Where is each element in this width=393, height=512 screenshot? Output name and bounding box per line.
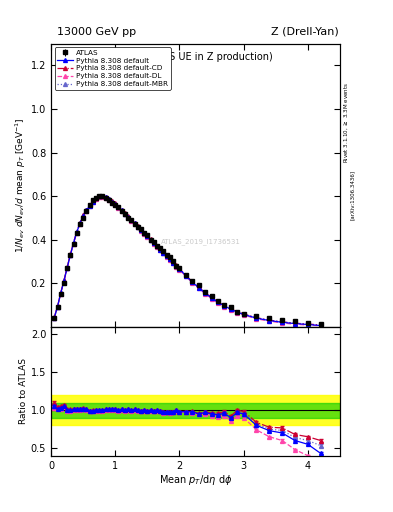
Pythia 8.308 default-CD bbox=[154, 243, 160, 249]
Line: Pythia 8.308 default-DL: Pythia 8.308 default-DL bbox=[52, 195, 323, 328]
Pythia 8.308 default-DL bbox=[52, 315, 57, 321]
Pythia 8.308 default-CD bbox=[97, 193, 101, 199]
Pythia 8.308 default-DL bbox=[318, 323, 323, 329]
Pythia 8.308 default-MBR bbox=[154, 243, 160, 249]
Text: [arXiv:1306.3436]: [arXiv:1306.3436] bbox=[350, 169, 354, 220]
Pythia 8.308 default-DL bbox=[55, 304, 60, 310]
Pythia 8.308 default-DL bbox=[119, 208, 124, 214]
Line: Pythia 8.308 default: Pythia 8.308 default bbox=[52, 194, 323, 328]
Pythia 8.308 default-CD bbox=[119, 207, 124, 213]
Line: Pythia 8.308 default-MBR: Pythia 8.308 default-MBR bbox=[52, 194, 323, 327]
Pythia 8.308 default bbox=[203, 290, 208, 296]
Pythia 8.308 default-MBR bbox=[318, 322, 323, 328]
Pythia 8.308 default bbox=[97, 193, 101, 199]
Line: Pythia 8.308 default-CD: Pythia 8.308 default-CD bbox=[52, 194, 323, 327]
Pythia 8.308 default bbox=[171, 260, 175, 266]
Text: Rivet 3.1.10, $\geq$ 3.3M events: Rivet 3.1.10, $\geq$ 3.3M events bbox=[343, 82, 351, 163]
Legend: ATLAS, Pythia 8.308 default, Pythia 8.308 default-CD, Pythia 8.308 default-DL, P: ATLAS, Pythia 8.308 default, Pythia 8.30… bbox=[55, 47, 171, 90]
Pythia 8.308 default-MBR bbox=[164, 253, 169, 259]
Pythia 8.308 default bbox=[164, 253, 169, 259]
Pythia 8.308 default-DL bbox=[164, 253, 169, 260]
Pythia 8.308 default bbox=[119, 207, 124, 214]
Pythia 8.308 default-MBR bbox=[171, 259, 175, 265]
Text: 13000 GeV pp: 13000 GeV pp bbox=[57, 27, 136, 37]
Pythia 8.308 default bbox=[154, 243, 160, 249]
Text: Z (Drell-Yan): Z (Drell-Yan) bbox=[271, 27, 339, 37]
Pythia 8.308 default-MBR bbox=[119, 207, 124, 213]
Pythia 8.308 default bbox=[318, 323, 323, 329]
Pythia 8.308 default-CD bbox=[171, 259, 175, 265]
Pythia 8.308 default-MBR bbox=[52, 314, 57, 321]
Pythia 8.308 default bbox=[55, 304, 60, 310]
X-axis label: Mean $p_T$/d$\eta$ d$\phi$: Mean $p_T$/d$\eta$ d$\phi$ bbox=[159, 473, 232, 487]
Pythia 8.308 default-CD bbox=[164, 252, 169, 259]
Pythia 8.308 default-DL bbox=[203, 291, 208, 297]
Text: Nch (ATLAS UE in Z production): Nch (ATLAS UE in Z production) bbox=[119, 52, 272, 62]
Pythia 8.308 default-DL bbox=[154, 244, 160, 250]
Pythia 8.308 default-CD bbox=[52, 314, 57, 321]
Pythia 8.308 default bbox=[52, 315, 57, 321]
Y-axis label: $1/N_{ev}$ $dN_{ev}/d$ mean $p_T$ [GeV$^{-1}$]: $1/N_{ev}$ $dN_{ev}/d$ mean $p_T$ [GeV$^… bbox=[14, 117, 28, 253]
Text: ATLAS_2019_I1736531: ATLAS_2019_I1736531 bbox=[162, 239, 241, 245]
Pythia 8.308 default-DL bbox=[97, 194, 101, 200]
Pythia 8.308 default-DL bbox=[171, 260, 175, 266]
Pythia 8.308 default-CD bbox=[55, 303, 60, 309]
Pythia 8.308 default-MBR bbox=[203, 290, 208, 296]
Pythia 8.308 default-CD bbox=[318, 322, 323, 328]
Pythia 8.308 default-MBR bbox=[55, 304, 60, 310]
Pythia 8.308 default-MBR bbox=[97, 193, 101, 199]
Pythia 8.308 default-CD bbox=[203, 290, 208, 296]
Y-axis label: Ratio to ATLAS: Ratio to ATLAS bbox=[19, 358, 28, 424]
